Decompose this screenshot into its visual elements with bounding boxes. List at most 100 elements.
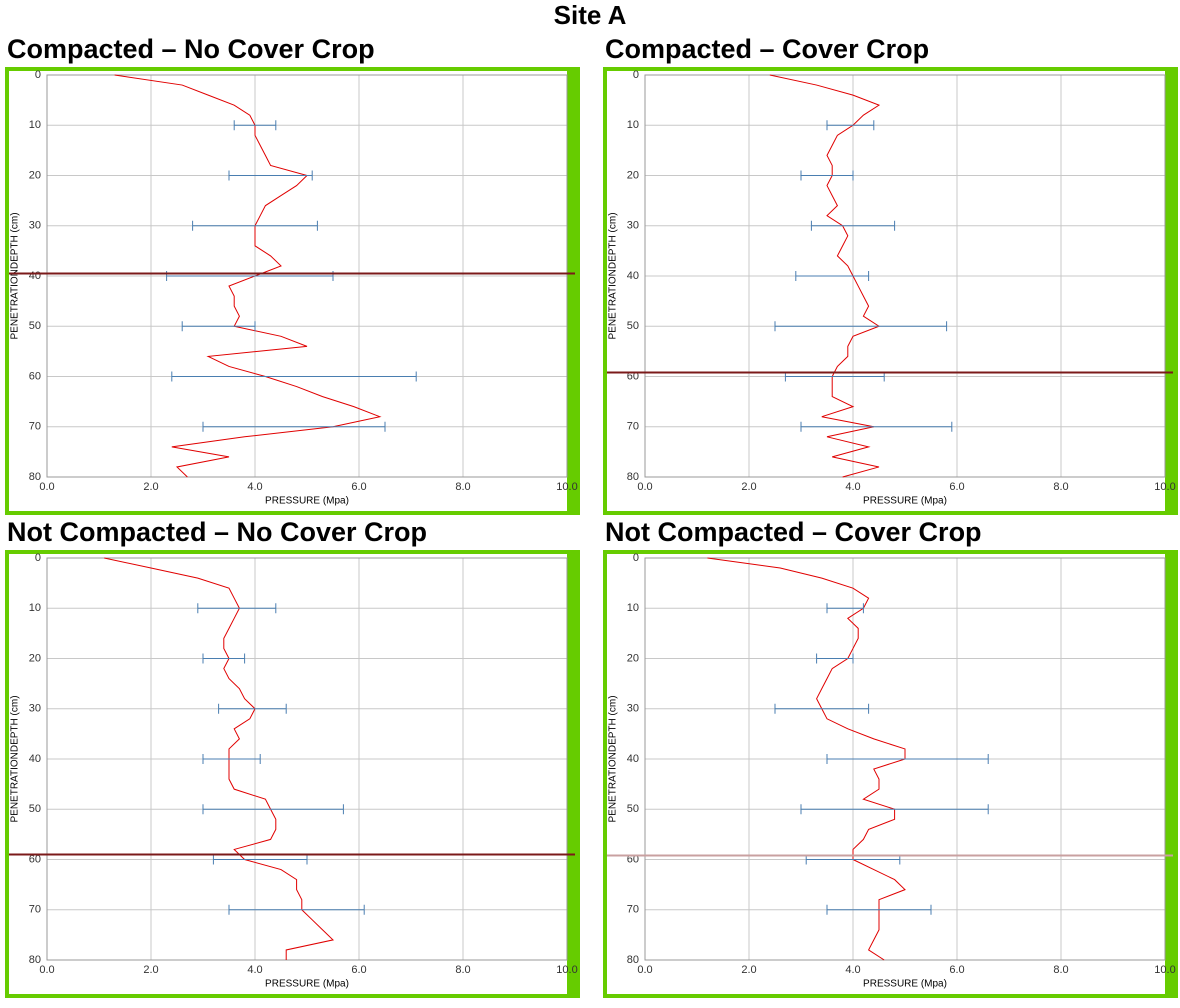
x-tick-label: 4.0 (247, 964, 262, 976)
panel-background (9, 554, 567, 994)
error-bar (218, 703, 287, 714)
plot-border (644, 557, 1166, 961)
error-bar (800, 421, 953, 432)
panel-background (607, 554, 1165, 994)
y-tick-label: 30 (627, 703, 639, 715)
error-bar (202, 653, 246, 664)
y-tick-label: 30 (29, 703, 41, 715)
x-tick-label: 8.0 (455, 964, 470, 976)
plot-border (46, 74, 568, 478)
error-bar (800, 170, 854, 181)
x-tick-label: 2.0 (741, 481, 756, 493)
y-axis-label: PENETRATIONDEPTH (cm) (608, 212, 619, 339)
error-bar (171, 371, 417, 382)
error-bar (800, 804, 989, 815)
x-tick-label: 10.0 (556, 964, 577, 976)
y-tick-label: 80 (627, 954, 639, 966)
x-axis-label: PRESSURE (Mpa) (863, 979, 947, 990)
y-tick-label: 30 (29, 220, 41, 232)
y-tick-label: 40 (29, 270, 41, 282)
y-tick-label: 40 (29, 753, 41, 765)
y-tick-label: 20 (627, 169, 639, 181)
y-tick-label: 20 (627, 652, 639, 664)
y-tick-label: 70 (29, 421, 41, 433)
y-tick-label: 40 (627, 753, 639, 765)
panel-background (9, 71, 567, 511)
plot-border (46, 557, 568, 961)
error-bar (181, 321, 256, 332)
x-tick-label: 10.0 (1154, 481, 1175, 493)
x-tick-label: 0.0 (637, 964, 652, 976)
error-bar (826, 754, 989, 764)
error-bar (810, 220, 896, 231)
x-tick-label: 4.0 (845, 964, 860, 976)
y-tick-label: 0 (35, 552, 41, 564)
y-tick-label: 0 (633, 552, 639, 564)
y-axis-label: PENETRATIONDEPTH (cm) (10, 695, 21, 822)
y-tick-label: 60 (29, 370, 41, 382)
x-axis-label: PRESSURE (Mpa) (863, 496, 947, 507)
x-tick-label: 0.0 (637, 481, 652, 493)
chart-title: Compacted – No Cover Crop (7, 34, 375, 64)
x-axis-label: PRESSURE (Mpa) (265, 496, 349, 507)
y-tick-label: 30 (627, 220, 639, 232)
y-tick-label: 50 (29, 803, 41, 815)
x-tick-label: 0.0 (39, 481, 54, 493)
error-bar (197, 603, 277, 614)
error-bar (826, 603, 864, 614)
y-tick-label: 40 (627, 270, 639, 282)
y-tick-label: 0 (35, 69, 41, 81)
x-tick-label: 6.0 (949, 481, 964, 493)
error-bar (774, 321, 948, 332)
y-axis-label: PENETRATIONDEPTH (cm) (608, 695, 619, 822)
x-tick-label: 10.0 (1154, 964, 1175, 976)
x-tick-label: 8.0 (455, 481, 470, 493)
x-tick-label: 10.0 (556, 481, 577, 493)
y-tick-label: 10 (627, 602, 639, 614)
chart-title: Not Compacted – Cover Crop (605, 517, 982, 547)
y-tick-label: 50 (29, 320, 41, 332)
y-tick-label: 50 (627, 803, 639, 815)
error-bar (228, 904, 365, 915)
error-bar (192, 220, 318, 231)
y-tick-label: 80 (29, 471, 41, 483)
y-tick-label: 70 (29, 904, 41, 916)
x-tick-label: 4.0 (845, 481, 860, 493)
error-bar (228, 170, 313, 181)
y-tick-label: 70 (627, 421, 639, 433)
y-tick-label: 50 (627, 320, 639, 332)
y-tick-label: 20 (29, 169, 41, 181)
x-tick-label: 6.0 (949, 964, 964, 976)
y-tick-label: 0 (633, 69, 639, 81)
error-bar (202, 754, 261, 764)
x-tick-label: 0.0 (39, 964, 54, 976)
error-bar (816, 653, 854, 664)
plot-border (644, 74, 1166, 478)
y-tick-label: 10 (29, 602, 41, 614)
error-bar (233, 120, 277, 131)
y-tick-label: 70 (627, 904, 639, 916)
figure-title: Site A (554, 0, 627, 30)
x-tick-label: 6.0 (351, 964, 366, 976)
x-tick-label: 2.0 (143, 481, 158, 493)
y-tick-label: 80 (29, 954, 41, 966)
y-tick-label: 10 (627, 119, 639, 131)
x-tick-label: 8.0 (1053, 964, 1068, 976)
panel-background (607, 71, 1165, 511)
error-bar (212, 854, 308, 865)
y-axis-label: PENETRATIONDEPTH (cm) (10, 212, 21, 339)
chart-title: Compacted – Cover Crop (605, 34, 929, 64)
x-tick-label: 8.0 (1053, 481, 1068, 493)
y-tick-label: 20 (29, 652, 41, 664)
x-tick-label: 2.0 (741, 964, 756, 976)
x-tick-label: 6.0 (351, 481, 366, 493)
error-bar (202, 804, 344, 815)
x-tick-label: 2.0 (143, 964, 158, 976)
chart-title: Not Compacted – No Cover Crop (7, 517, 427, 547)
error-bar (826, 120, 875, 131)
y-tick-label: 10 (29, 119, 41, 131)
error-bar (774, 703, 870, 714)
error-bar (826, 904, 932, 915)
y-tick-label: 60 (29, 853, 41, 865)
